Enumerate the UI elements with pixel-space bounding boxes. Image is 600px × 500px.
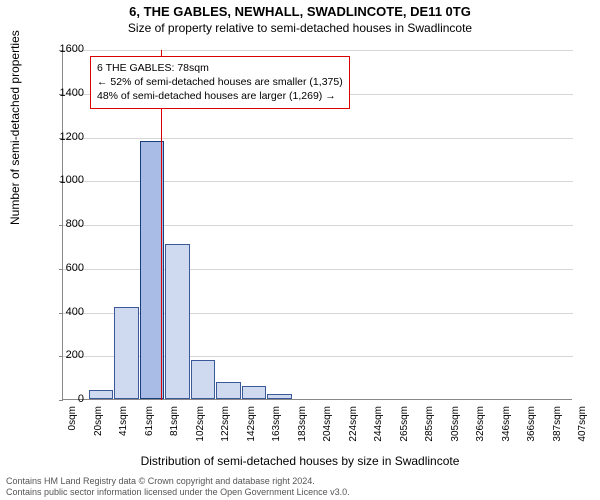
y-axis-label: Number of semi-detached properties xyxy=(8,30,22,225)
xtick-label: 41sqm xyxy=(118,406,129,451)
ytick-label: 200 xyxy=(44,349,84,361)
ytick-label: 600 xyxy=(44,262,84,274)
histogram-bar xyxy=(267,394,292,399)
xtick-label: 183sqm xyxy=(297,406,308,451)
attribution-line-1: Contains HM Land Registry data © Crown c… xyxy=(6,476,350,487)
ytick-label: 1000 xyxy=(44,174,84,186)
xtick-label: 0sqm xyxy=(67,406,78,451)
xtick-label: 285sqm xyxy=(424,406,435,451)
xtick-label: 265sqm xyxy=(399,406,410,451)
xtick-label: 305sqm xyxy=(450,406,461,451)
ytick-label: 400 xyxy=(44,306,84,318)
xtick-label: 81sqm xyxy=(169,406,180,451)
ytick-label: 1600 xyxy=(44,43,84,55)
xtick-label: 366sqm xyxy=(526,406,537,451)
histogram-bar xyxy=(216,382,241,400)
chart-container: 6, THE GABLES, NEWHALL, SWADLINCOTE, DE1… xyxy=(0,0,600,500)
histogram-bar xyxy=(165,244,190,399)
attribution: Contains HM Land Registry data © Crown c… xyxy=(6,476,350,498)
xtick-label: 142sqm xyxy=(246,406,257,451)
xtick-label: 102sqm xyxy=(195,406,206,451)
ytick-label: 1400 xyxy=(44,87,84,99)
grid-line xyxy=(63,138,573,139)
xtick-label: 407sqm xyxy=(577,406,588,451)
chart-title: 6, THE GABLES, NEWHALL, SWADLINCOTE, DE1… xyxy=(0,0,600,19)
xtick-label: 122sqm xyxy=(220,406,231,451)
ytick-label: 1200 xyxy=(44,131,84,143)
histogram-bar xyxy=(114,307,139,399)
ytick-label: 800 xyxy=(44,218,84,230)
info-line-1: 6 THE GABLES: 78sqm xyxy=(97,61,343,75)
chart-subtitle: Size of property relative to semi-detach… xyxy=(0,19,600,35)
xtick-label: 387sqm xyxy=(552,406,563,451)
xtick-label: 20sqm xyxy=(93,406,104,451)
info-line-2: ← 52% of semi-detached houses are smalle… xyxy=(97,75,343,89)
xtick-label: 244sqm xyxy=(373,406,384,451)
grid-line xyxy=(63,50,573,51)
histogram-bar xyxy=(89,390,114,399)
xtick-label: 326sqm xyxy=(475,406,486,451)
xtick-label: 61sqm xyxy=(144,406,155,451)
x-axis-label: Distribution of semi-detached houses by … xyxy=(0,454,600,468)
histogram-bar xyxy=(191,360,216,399)
ytick-label: 0 xyxy=(44,393,84,405)
xtick-label: 346sqm xyxy=(501,406,512,451)
attribution-line-2: Contains public sector information licen… xyxy=(6,487,350,498)
xtick-label: 163sqm xyxy=(271,406,282,451)
xtick-label: 204sqm xyxy=(322,406,333,451)
info-line-3: 48% of semi-detached houses are larger (… xyxy=(97,89,343,103)
histogram-bar xyxy=(242,386,267,399)
info-box: 6 THE GABLES: 78sqm ← 52% of semi-detach… xyxy=(90,56,350,109)
xtick-label: 224sqm xyxy=(348,406,359,451)
